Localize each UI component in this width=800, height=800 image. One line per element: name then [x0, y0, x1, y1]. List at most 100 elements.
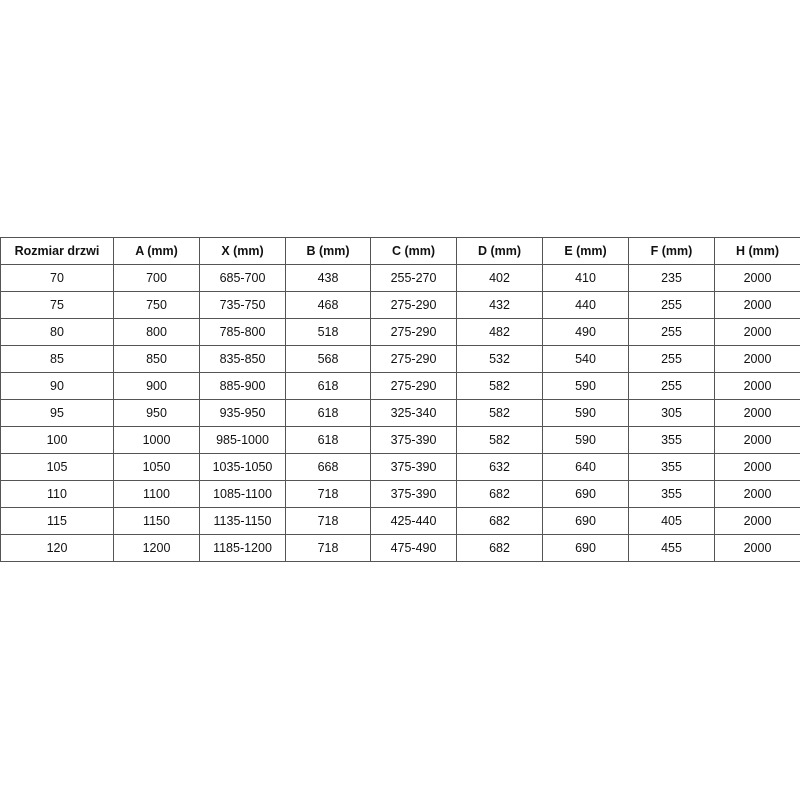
- table-cell: 590: [542, 399, 629, 427]
- table-row: 80 800 785-800 518 275-290 482 490 255 2000: [0, 318, 800, 346]
- table-cell: 255-270: [370, 264, 457, 292]
- table-cell: 75: [0, 291, 114, 319]
- column-header: X (mm): [199, 237, 286, 265]
- table-cell: 95: [0, 399, 114, 427]
- table-cell: 618: [285, 426, 371, 454]
- table-cell: 1000: [113, 426, 200, 454]
- table-cell: 718: [285, 507, 371, 535]
- table-cell: 935-950: [199, 399, 286, 427]
- table-cell: 375-390: [370, 480, 457, 508]
- table-row: 105 1050 1035-1050 668 375-390 632 640 355 2000: [0, 453, 800, 481]
- table-cell: 325-340: [370, 399, 457, 427]
- column-header: F (mm): [628, 237, 715, 265]
- table-cell: 682: [456, 507, 543, 535]
- table-cell: 690: [542, 480, 629, 508]
- table-cell: 410: [542, 264, 629, 292]
- table-cell: 518: [285, 318, 371, 346]
- table-cell: 718: [285, 534, 371, 562]
- table-header-row: Rozmiar drzwi A (mm) X (mm) B (mm) C (mm) D (…: [0, 237, 800, 265]
- table-cell: 440: [542, 291, 629, 319]
- table-cell: 885-900: [199, 372, 286, 400]
- table-cell: 120: [0, 534, 114, 562]
- table-cell: 305: [628, 399, 715, 427]
- table-cell: 900: [113, 372, 200, 400]
- table-cell: 800: [113, 318, 200, 346]
- table-row: 85 850 835-850 568 275-290 532 540 255 2000: [0, 345, 800, 373]
- table-cell: 750: [113, 291, 200, 319]
- table-cell: 255: [628, 318, 715, 346]
- table-cell: 2000: [714, 345, 800, 373]
- table-cell: 2000: [714, 480, 800, 508]
- table-cell: 1100: [113, 480, 200, 508]
- table-cell: 618: [285, 372, 371, 400]
- table-cell: 105: [0, 453, 114, 481]
- table-cell: 100: [0, 426, 114, 454]
- table-cell: 735-750: [199, 291, 286, 319]
- table-cell: 375-390: [370, 426, 457, 454]
- table-cell: 255: [628, 345, 715, 373]
- table-cell: 690: [542, 534, 629, 562]
- table-cell: 590: [542, 372, 629, 400]
- table-cell: 682: [456, 480, 543, 508]
- table-cell: 1185-1200: [199, 534, 286, 562]
- door-size-table: Rozmiar drzwi A (mm) X (mm) B (mm) C (mm) D (…: [0, 237, 800, 562]
- table-cell: 690: [542, 507, 629, 535]
- column-header: B (mm): [285, 237, 371, 265]
- table-row: 120 1200 1185-1200 718 475-490 682 690 455 2000: [0, 534, 800, 562]
- table-cell: 490: [542, 318, 629, 346]
- table-cell: 2000: [714, 426, 800, 454]
- table-cell: 568: [285, 345, 371, 373]
- table-cell: 950: [113, 399, 200, 427]
- table-cell: 532: [456, 345, 543, 373]
- table-cell: 2000: [714, 372, 800, 400]
- table-cell: 1150: [113, 507, 200, 535]
- table-cell: 685-700: [199, 264, 286, 292]
- table-cell: 455: [628, 534, 715, 562]
- table-cell: 2000: [714, 291, 800, 319]
- table-cell: 255: [628, 372, 715, 400]
- column-header: A (mm): [113, 237, 200, 265]
- table-row: 90 900 885-900 618 275-290 582 590 255 2000: [0, 372, 800, 400]
- column-header: E (mm): [542, 237, 629, 265]
- table-cell: 375-390: [370, 453, 457, 481]
- table-cell: 275-290: [370, 318, 457, 346]
- table-cell: 275-290: [370, 345, 457, 373]
- table-cell: 582: [456, 399, 543, 427]
- table-cell: 985-1000: [199, 426, 286, 454]
- table-cell: 70: [0, 264, 114, 292]
- table-cell: 1085-1100: [199, 480, 286, 508]
- table-cell: 468: [285, 291, 371, 319]
- table-row: 75 750 735-750 468 275-290 432 440 255 2000: [0, 291, 800, 319]
- table-cell: 2000: [714, 264, 800, 292]
- column-header: H (mm): [714, 237, 800, 265]
- table-cell: 540: [542, 345, 629, 373]
- table-cell: 110: [0, 480, 114, 508]
- table-cell: 618: [285, 399, 371, 427]
- table-cell: 275-290: [370, 291, 457, 319]
- table-cell: 2000: [714, 507, 800, 535]
- table-cell: 582: [456, 426, 543, 454]
- table-cell: 582: [456, 372, 543, 400]
- table-cell: 115: [0, 507, 114, 535]
- table-cell: 718: [285, 480, 371, 508]
- table-cell: 1135-1150: [199, 507, 286, 535]
- table-cell: 1035-1050: [199, 453, 286, 481]
- table-cell: 640: [542, 453, 629, 481]
- table-cell: 2000: [714, 318, 800, 346]
- column-header: Rozmiar drzwi: [0, 237, 114, 265]
- table-cell: 275-290: [370, 372, 457, 400]
- table-cell: 2000: [714, 534, 800, 562]
- column-header: C (mm): [370, 237, 457, 265]
- table-row: 100 1000 985-1000 618 375-390 582 590 355 2000: [0, 426, 800, 454]
- table-row: 95 950 935-950 618 325-340 582 590 305 2000: [0, 399, 800, 427]
- table-cell: 850: [113, 345, 200, 373]
- table-cell: 90: [0, 372, 114, 400]
- table-cell: 402: [456, 264, 543, 292]
- table-cell: 700: [113, 264, 200, 292]
- table-cell: 2000: [714, 399, 800, 427]
- table-cell: 438: [285, 264, 371, 292]
- table-row: 115 1150 1135-1150 718 425-440 682 690 405 2000: [0, 507, 800, 535]
- table-row: 70 700 685-700 438 255-270 402 410 235 2000: [0, 264, 800, 292]
- table-cell: 1200: [113, 534, 200, 562]
- table-cell: 785-800: [199, 318, 286, 346]
